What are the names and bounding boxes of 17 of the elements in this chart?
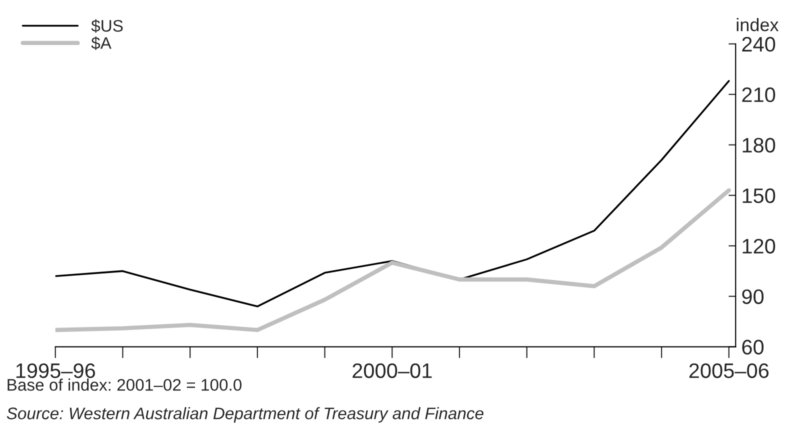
y-tick-label: 120 xyxy=(742,238,776,254)
y-tick-label: 150 xyxy=(742,188,776,204)
x-tick-label: 2000–01 xyxy=(352,363,432,378)
line-series xyxy=(55,188,731,332)
text: Base of index: 2001–02 = 100.0 xyxy=(8,378,242,391)
y-tick-label: 210 xyxy=(742,87,776,102)
x-tick-label: 2005–06 xyxy=(689,363,769,378)
x-tick-label: 1995–96 xyxy=(16,363,96,378)
source-note: Source: Western Australian Department of Treasury and Finance xyxy=(6,407,484,423)
line-series xyxy=(55,80,730,308)
legend-label: $US xyxy=(91,19,123,33)
y-tick-label: 60 xyxy=(742,340,764,355)
y-tick-label: 90 xyxy=(742,289,764,304)
legend-label: $A xyxy=(91,36,112,50)
y-axis-title: index xyxy=(736,18,779,32)
y-tick-label: 180 xyxy=(742,138,776,153)
y-tick-label: 240 xyxy=(742,36,776,52)
